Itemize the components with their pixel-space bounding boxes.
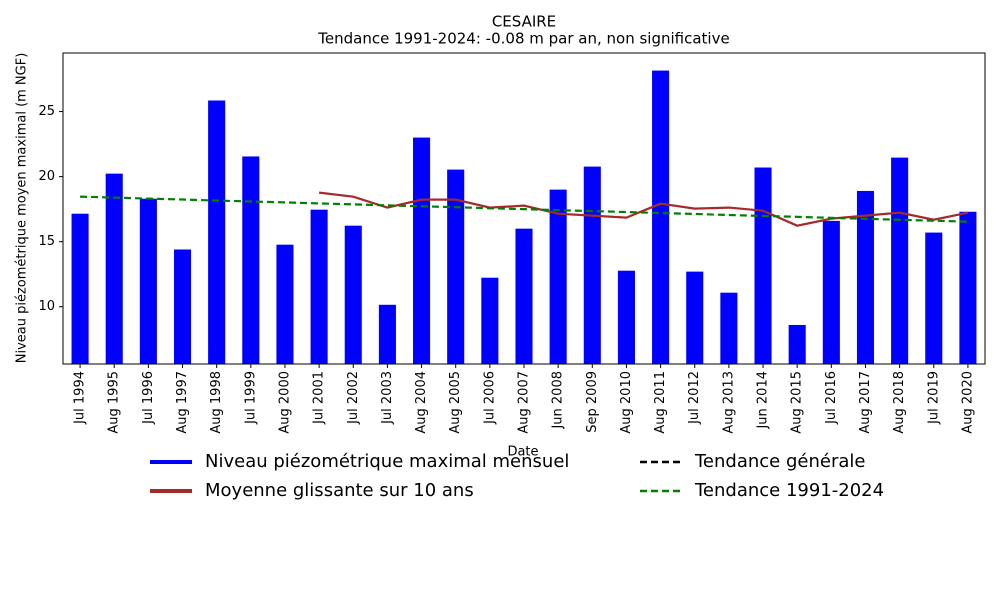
bar — [583, 166, 601, 364]
bar — [720, 292, 738, 364]
bar — [378, 304, 396, 364]
y-axis-label: Niveau piézométrique moyen maximal (m NG… — [15, 53, 30, 364]
x-axis-label: Date — [507, 445, 538, 460]
legend-label: Tendance générale — [694, 451, 865, 472]
x-tick-label: Jul 2002 — [346, 371, 361, 425]
plot-frame — [62, 52, 986, 365]
x-tick-label: Aug 2017 — [858, 371, 873, 434]
chart-title: CESAIRE — [492, 13, 556, 31]
x-tick-label: Aug 2018 — [892, 371, 907, 434]
bar — [71, 213, 89, 364]
x-tick-label: Jul 2006 — [482, 371, 497, 425]
x-tick-label: Aug 2020 — [960, 371, 975, 434]
x-tick-label: Jul 2001 — [312, 371, 327, 425]
x-tick-label: Jun 2014 — [756, 371, 771, 430]
x-tick-label: Aug 2004 — [414, 371, 429, 434]
legend-label: Niveau piézométrique maximal mensuel — [205, 451, 569, 472]
x-tick-label: Sep 2009 — [585, 371, 600, 433]
bar — [105, 173, 123, 364]
bar — [617, 270, 635, 364]
x-tick-label: Jul 2019 — [926, 371, 941, 425]
x-tick-label: Jul 1999 — [243, 371, 258, 425]
bar — [276, 244, 294, 364]
bar — [891, 157, 909, 364]
bar — [208, 100, 226, 364]
bar — [788, 324, 806, 364]
x-tick-label: Aug 2000 — [277, 371, 292, 434]
bar — [413, 137, 431, 364]
x-tick-label: Aug 2010 — [619, 371, 634, 434]
bar — [242, 156, 260, 364]
x-tick-label: Jul 2016 — [824, 371, 839, 425]
line — [80, 195, 968, 223]
x-tick-label: Aug 2007 — [517, 371, 532, 434]
bar — [447, 169, 465, 364]
bar — [925, 232, 943, 364]
x-tick-label: Jul 2003 — [380, 371, 395, 425]
x-tick-label: Jul 2012 — [687, 371, 702, 425]
bar — [959, 211, 977, 364]
x-tick-label: Jul 1994 — [73, 371, 88, 425]
bar — [310, 209, 328, 364]
bar — [856, 190, 875, 364]
y-tick-label: 15 — [38, 234, 55, 249]
bar — [481, 277, 499, 364]
bar — [686, 271, 704, 364]
legend-label: Tendance 1991-2024 — [694, 480, 884, 501]
bar — [139, 198, 157, 364]
y-tick-label: 10 — [38, 299, 55, 314]
bar — [822, 220, 840, 364]
x-tick-label: Jun 2008 — [551, 371, 566, 430]
bar — [515, 228, 533, 364]
x-tick-label: Aug 1997 — [175, 371, 190, 434]
y-tick-label: 20 — [38, 169, 55, 184]
x-tick-label: Aug 2013 — [721, 371, 736, 434]
bar — [754, 167, 772, 364]
x-tick-label: Aug 2011 — [653, 371, 668, 434]
x-tick-label: Aug 2015 — [790, 371, 805, 434]
bar — [173, 249, 192, 364]
bar — [549, 189, 567, 364]
x-tick-label: Aug 1995 — [107, 371, 122, 434]
chart-subtitle: Tendance 1991-2024: -0.08 m par an, non … — [317, 30, 729, 48]
y-tick-label: 25 — [38, 104, 55, 119]
x-tick-label: Aug 1998 — [209, 371, 224, 434]
legend-label: Moyenne glissante sur 10 ans — [205, 480, 474, 501]
x-tick-label: Aug 2005 — [448, 371, 463, 434]
bar — [344, 225, 362, 364]
bar — [652, 70, 670, 364]
x-tick-label: Jul 1996 — [141, 371, 156, 425]
line — [318, 191, 969, 227]
